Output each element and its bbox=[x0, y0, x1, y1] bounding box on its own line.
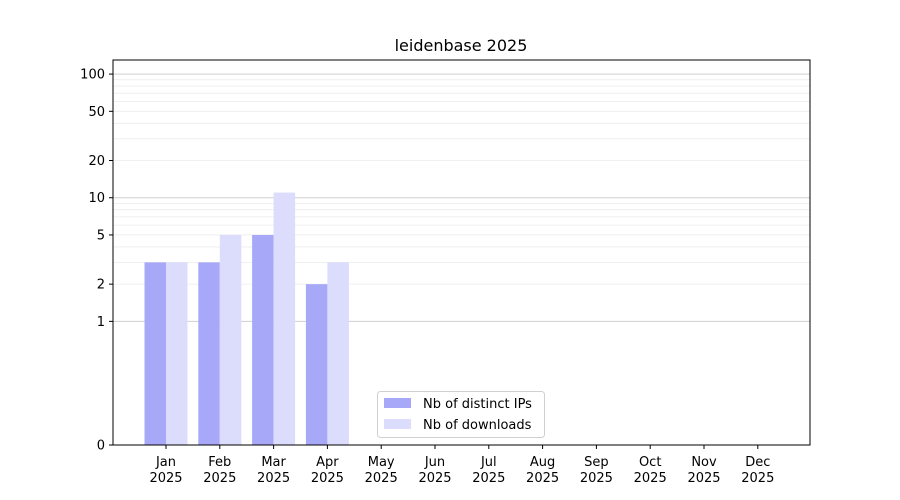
bar-downloads bbox=[166, 262, 188, 445]
x-tick-label-year: 2025 bbox=[418, 471, 451, 486]
bar-distinct-ips bbox=[305, 284, 328, 445]
x-tick-label-year: 2025 bbox=[311, 471, 344, 486]
x-tick-label-month: Jun bbox=[424, 455, 445, 470]
x-tick-label-month: May bbox=[368, 455, 395, 470]
x-tick-label-month: Jul bbox=[480, 455, 497, 470]
bar-distinct-ips bbox=[144, 262, 166, 445]
x-tick-label-year: 2025 bbox=[203, 471, 236, 486]
y-tick-label: 2 bbox=[97, 278, 105, 293]
y-tick-label: 20 bbox=[88, 154, 105, 169]
legend-label: Nb of downloads bbox=[423, 418, 532, 433]
x-axis: Jan2025Feb2025Mar2025Apr2025May2025Jun20… bbox=[149, 445, 774, 486]
y-tick-label: 1 bbox=[97, 315, 105, 330]
y-tick-label: 5 bbox=[97, 228, 105, 243]
y-tick-label: 100 bbox=[80, 68, 105, 83]
x-tick-label-month: Feb bbox=[208, 455, 231, 470]
plot-frame bbox=[112, 59, 811, 446]
x-tick-label-year: 2025 bbox=[526, 471, 559, 486]
bar-distinct-ips bbox=[198, 262, 220, 445]
x-tick-label-year: 2025 bbox=[741, 471, 774, 486]
legend-box bbox=[377, 391, 545, 438]
x-tick-label-year: 2025 bbox=[472, 471, 505, 486]
grid-lines bbox=[113, 73, 810, 322]
y-tick-label: 50 bbox=[88, 105, 105, 120]
x-tick-label-month: Aug bbox=[530, 455, 555, 470]
x-tick-label-month: Oct bbox=[639, 455, 661, 470]
bar-downloads bbox=[219, 234, 242, 445]
x-tick-label-month: Jan bbox=[155, 455, 176, 470]
x-tick-label-month: Dec bbox=[745, 455, 770, 470]
bar-distinct-ips bbox=[252, 234, 274, 445]
x-tick-label-month: Nov bbox=[691, 455, 717, 470]
x-tick-label-month: Mar bbox=[261, 455, 286, 470]
bars bbox=[144, 192, 349, 445]
x-tick-label-year: 2025 bbox=[257, 471, 290, 486]
bar-downloads bbox=[327, 262, 349, 445]
legend-swatch bbox=[384, 398, 411, 408]
chart-title: leidenbase 2025 bbox=[395, 36, 528, 55]
x-tick-label-year: 2025 bbox=[365, 471, 398, 486]
bar-downloads bbox=[273, 192, 296, 445]
legend-swatch bbox=[384, 419, 411, 429]
x-tick-label-year: 2025 bbox=[634, 471, 667, 486]
x-tick-label-month: Apr bbox=[316, 455, 339, 470]
legend: Nb of distinct IPs Nb of downloads bbox=[377, 391, 545, 438]
x-tick-label-year: 2025 bbox=[580, 471, 613, 486]
legend-label: Nb of distinct IPs bbox=[423, 397, 532, 412]
x-tick-label-year: 2025 bbox=[149, 471, 182, 486]
x-tick-label-month: Sep bbox=[584, 455, 609, 470]
y-axis: 0 1 2 5 10 20 50 100 bbox=[80, 68, 113, 454]
y-tick-label: 10 bbox=[88, 191, 105, 206]
y-tick-label: 0 bbox=[97, 439, 105, 454]
x-tick-label-year: 2025 bbox=[687, 471, 720, 486]
